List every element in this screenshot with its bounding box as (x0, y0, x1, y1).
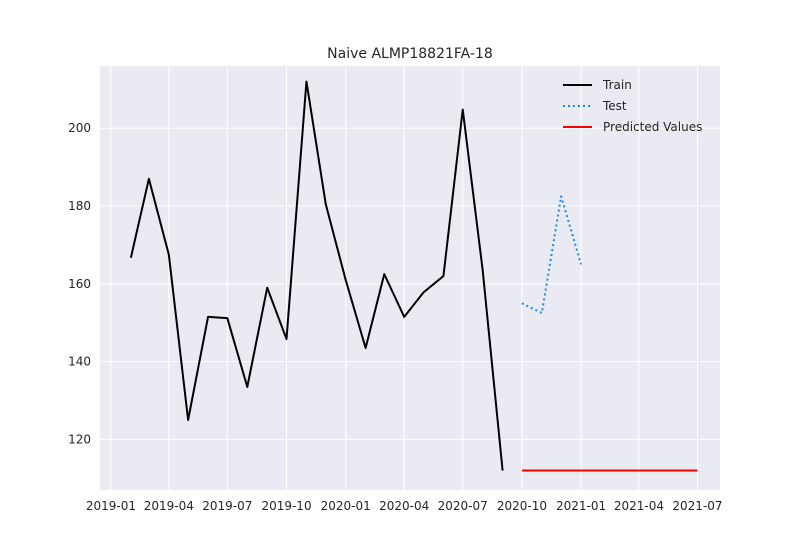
x-tick-label: 2021-07 (672, 499, 722, 513)
chart-title: Naive ALMP18821FA-18 (327, 46, 493, 62)
x-axis-ticks: 2019-01 2019-04 2019-07 2019-10 2020-01 2020-… (86, 499, 723, 513)
x-tick-label: 2021-01 (556, 499, 606, 513)
x-tick-label: 2020-04 (379, 499, 429, 513)
y-tick-label: 200 (68, 121, 91, 135)
y-axis-ticks: 120 140 160 180 200 (68, 121, 91, 446)
plot-area (100, 66, 720, 490)
x-tick-label: 2019-01 (86, 499, 136, 513)
y-tick-label: 140 (68, 355, 91, 369)
y-tick-label: 160 (68, 277, 91, 291)
series-line-train (129, 80, 504, 471)
x-tick-label: 2020-01 (321, 499, 371, 513)
y-tick-label: 120 (68, 432, 91, 446)
series-lines (129, 80, 698, 472)
legend: Train Test Predicted Values (563, 78, 702, 134)
legend-label: Train (602, 78, 632, 92)
x-tick-label: 2019-10 (261, 499, 311, 513)
series-line-test (521, 195, 583, 315)
x-tick-label: 2020-07 (438, 499, 488, 513)
x-tick-label: 2020-10 (497, 499, 547, 513)
x-tick-label: 2019-07 (202, 499, 252, 513)
legend-label: Predicted Values (603, 120, 702, 134)
y-tick-label: 180 (68, 199, 91, 213)
grid (100, 66, 720, 490)
legend-label: Test (602, 99, 627, 113)
x-tick-label: 2019-04 (144, 499, 194, 513)
x-tick-label: 2021-04 (614, 499, 664, 513)
